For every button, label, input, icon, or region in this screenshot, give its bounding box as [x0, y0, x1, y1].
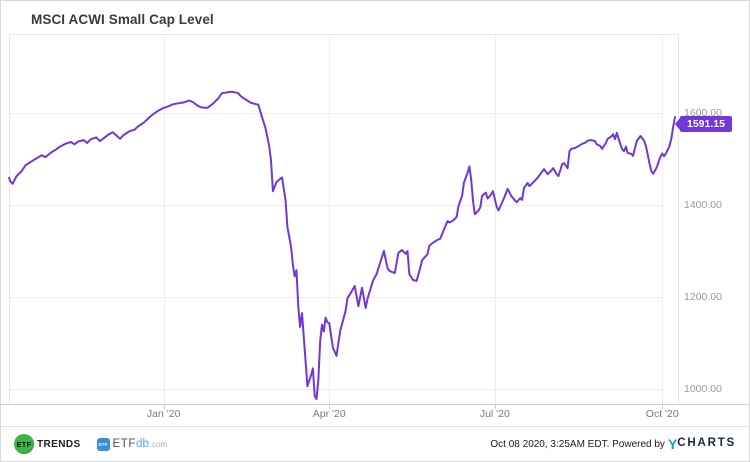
etfdb-badge-icon: ETF: [96, 437, 110, 451]
x-tick-label: Jan '20: [146, 408, 181, 420]
etfdb-wordmark-com: .com: [149, 439, 168, 449]
page-title: MSCI ACWI Small Cap Level: [31, 12, 214, 27]
y-tick-label: 1200.00: [684, 291, 722, 303]
footer-logos: ETF TRENDS ETF ETF db .com: [14, 434, 167, 454]
last-value-badge: 1591.15: [675, 116, 732, 133]
y-tick-label: 1600.00: [684, 107, 722, 119]
price-line: [8, 90, 676, 401]
ycharts-wordmark: CHARTS: [677, 437, 736, 450]
ycharts-logo[interactable]: Y CHARTS: [668, 437, 736, 451]
etf-trends-circle-icon: ETF: [14, 434, 34, 454]
x-tick-label: Apr '20: [312, 408, 346, 420]
y-tick-label: 1000.00: [684, 383, 722, 395]
footer-attribution: Oct 08 2020, 3:25AM EDT. Powered by Y CHA…: [490, 437, 736, 451]
footer-bar: ETF TRENDS ETF ETF db .com Oct 08 2020, 3:…: [1, 426, 749, 461]
x-tick-label: Jul '20: [479, 408, 510, 420]
timestamp-text: Oct 08 2020, 3:25AM EDT. Powered by: [490, 438, 665, 450]
etfdb-wordmark-db: db: [136, 438, 149, 450]
y-tick-label: 1400.00: [684, 199, 722, 211]
etf-trends-logo[interactable]: ETF TRENDS: [14, 434, 81, 454]
etfdb-logo[interactable]: ETF ETF db .com: [96, 437, 168, 451]
ycharts-y-glyph: Y: [667, 436, 678, 452]
etfdb-wordmark-etf: ETF: [112, 438, 137, 450]
x-tick-label: Oct '20: [645, 408, 679, 420]
etf-trends-wordmark: TRENDS: [37, 438, 81, 450]
